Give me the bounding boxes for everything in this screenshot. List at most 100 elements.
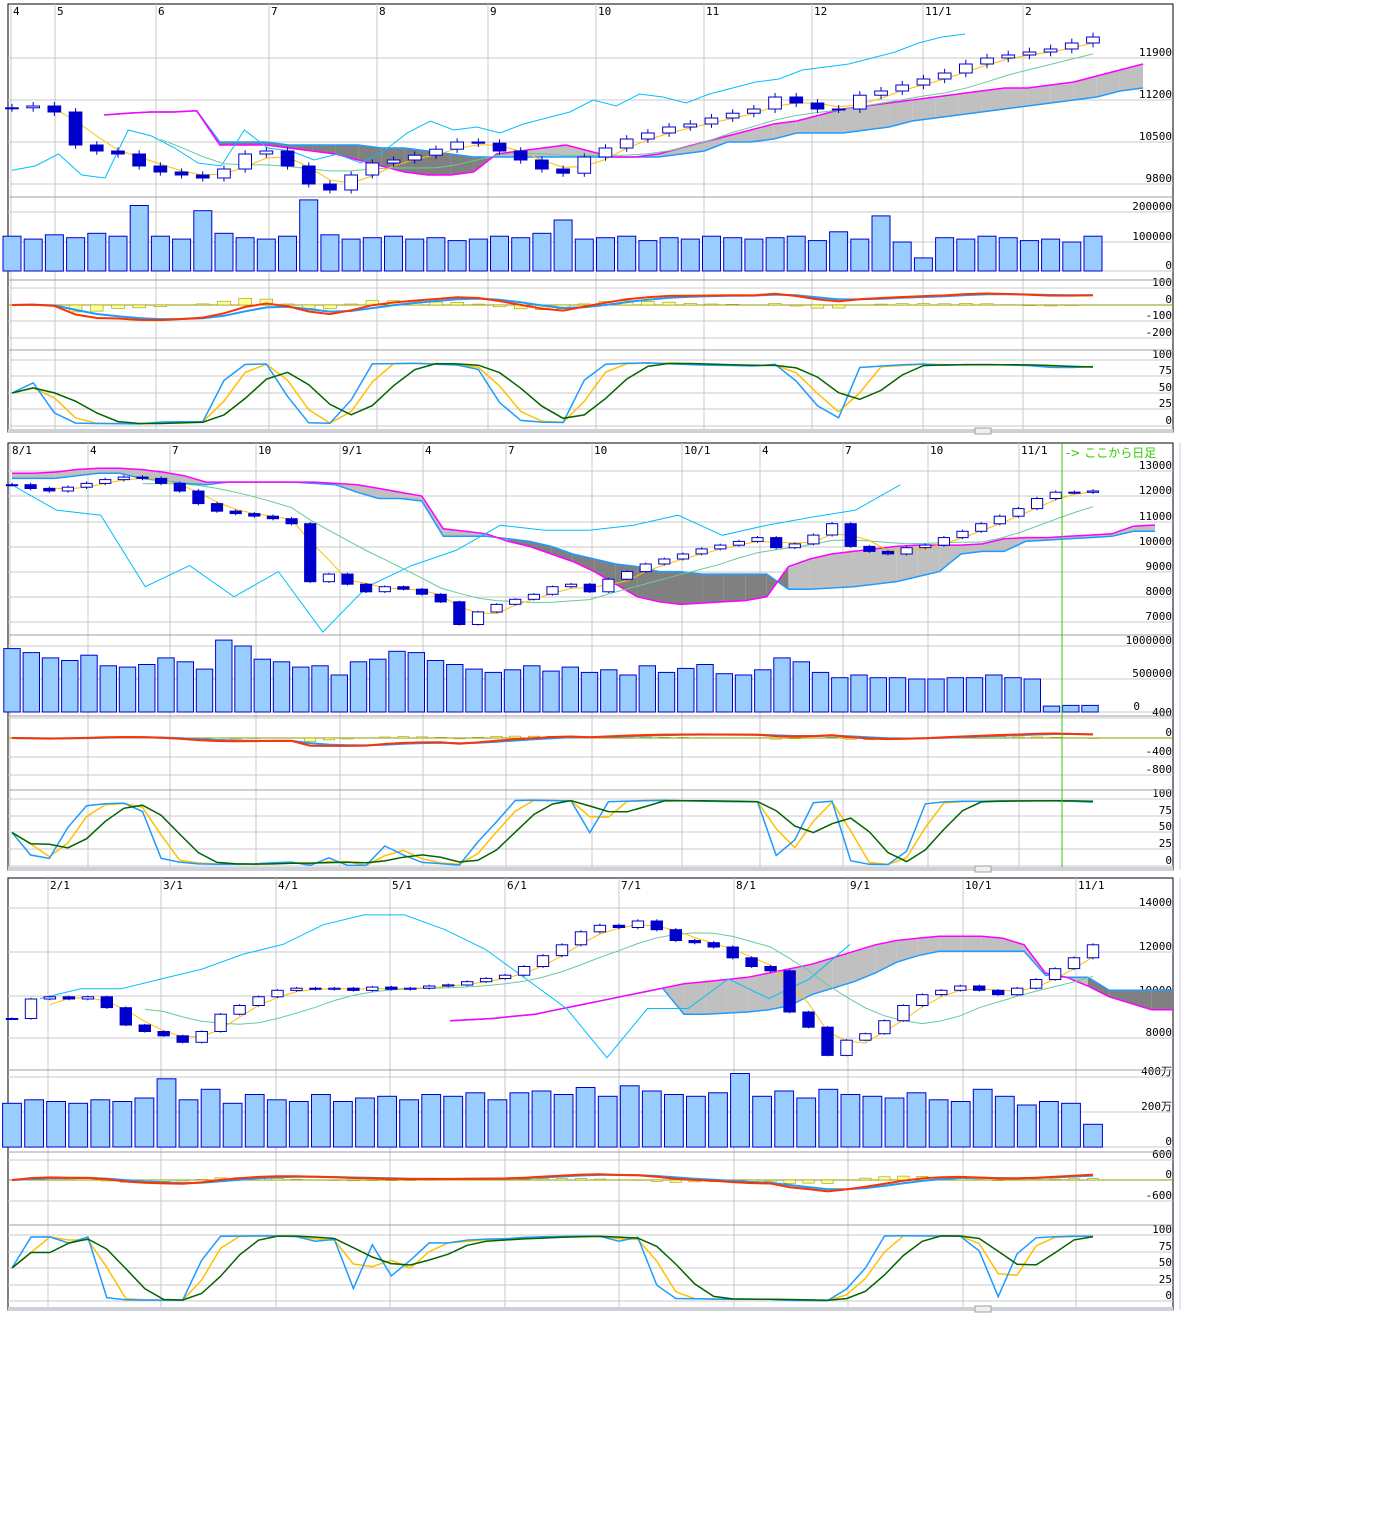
price-tick-label: 12000 — [1139, 484, 1172, 497]
horizontal-scrollbar[interactable] — [8, 867, 1173, 871]
macd-histogram-bar — [509, 735, 522, 739]
candle-body — [415, 588, 429, 595]
macd-line — [11, 732, 1094, 747]
candle-body — [155, 477, 168, 484]
x-axis-label: 10 — [930, 444, 943, 457]
candle-body — [24, 484, 37, 490]
scrollbar-thumb[interactable] — [974, 427, 992, 435]
candle-body — [490, 603, 503, 613]
candle-body — [900, 547, 913, 555]
macd-histogram-bar — [1049, 1178, 1062, 1181]
ichimoku-cloud-segment — [637, 566, 659, 602]
candle-body — [707, 942, 720, 948]
stochastic-k-line — [11, 799, 1094, 867]
ichimoku-cloud-segment — [981, 936, 1003, 952]
stochastic-k-line — [11, 1235, 1094, 1302]
x-axis-label: 4 — [90, 444, 97, 457]
stoch-tick-label: 50 — [1159, 381, 1172, 394]
candle-body — [509, 598, 522, 605]
chart-panel-3: 2/1 3/1 4/1 5/1 6/1 7/1 8/1 9/1 10/1 11/1 14000 120… — [2, 877, 1181, 1313]
volume-bar — [1083, 1123, 1103, 1148]
volume-bar — [468, 238, 488, 272]
x-axis-label: 10/1 — [965, 879, 992, 892]
macd-histogram-bar — [196, 303, 210, 306]
ichimoku-cloud-segment — [832, 951, 854, 989]
volume-bar — [765, 237, 785, 272]
candle-body — [831, 108, 846, 111]
ichimoku-cloud-segment — [683, 981, 706, 1015]
candle-body — [676, 553, 690, 560]
volume-bar — [965, 677, 984, 713]
price-tick-label: 8000 — [1146, 585, 1173, 598]
x-axis-label: 5 — [57, 5, 64, 18]
candle-body — [598, 147, 613, 158]
volume-bar — [600, 669, 618, 713]
candle-body — [937, 72, 952, 80]
candle-body — [280, 150, 295, 167]
ichimoku-cloud-segment — [747, 973, 769, 1012]
macd-histogram-bar — [536, 1178, 549, 1181]
scrollbar-thumb[interactable] — [974, 865, 992, 873]
volume-bar — [523, 665, 541, 713]
candle-body — [897, 1005, 910, 1022]
candle-body — [975, 523, 988, 532]
volume-bar — [272, 661, 291, 713]
volume-bar — [118, 666, 137, 713]
candle-body — [1067, 957, 1081, 970]
moving-average-long-line — [160, 53, 1094, 172]
macd-histogram-bar — [518, 1179, 531, 1181]
volume-bar — [355, 1097, 375, 1148]
macd-histogram-bar — [980, 303, 994, 306]
volume-bar — [266, 1099, 287, 1148]
candle-body — [956, 530, 969, 539]
macd-tick-label: 400 — [1152, 706, 1172, 719]
candle-body — [117, 476, 130, 481]
volume-bar — [256, 238, 276, 272]
candle-body — [26, 105, 40, 109]
candle-body — [725, 112, 740, 119]
candle-body — [1001, 54, 1016, 59]
stochastic-k-line — [11, 362, 1094, 425]
candle-body — [195, 174, 210, 179]
macd-histogram-bar — [669, 1179, 682, 1183]
x-axis-label: 11/1 — [925, 5, 952, 18]
macd-histogram-bar — [783, 1179, 796, 1184]
candle-body — [89, 144, 104, 152]
candle-body — [397, 586, 410, 590]
candle-body — [360, 583, 373, 593]
macd-histogram-bar — [895, 303, 909, 306]
volume-bar — [511, 237, 531, 272]
macd-histogram-bar — [810, 304, 825, 309]
volume-bar — [41, 657, 60, 713]
horizontal-scrollbar[interactable] — [8, 1307, 1173, 1311]
span-b-line — [12, 472, 1155, 590]
scrollbar-thumb[interactable] — [974, 1305, 992, 1313]
volume-bar — [638, 240, 658, 272]
x-axis-label: 9/1 — [850, 879, 870, 892]
ichimoku-cloud-segment — [1004, 88, 1028, 109]
volume-bar — [734, 674, 753, 713]
volume-bar — [1061, 1102, 1081, 1148]
macd-histogram-bar — [434, 737, 447, 739]
volume-bar — [426, 237, 446, 272]
candle-body — [138, 1024, 152, 1032]
volume-bar — [156, 1078, 177, 1148]
stoch-tick-label: 50 — [1159, 820, 1172, 833]
candle-body — [252, 996, 265, 1006]
x-axis-label: 7 — [508, 444, 515, 457]
macd-histogram-bar — [259, 298, 273, 306]
volume-tick-label: 0 — [1133, 700, 1140, 713]
price-tick-label: 7000 — [1146, 610, 1173, 623]
candle-body — [429, 148, 443, 156]
candle-body — [173, 482, 186, 492]
x-axis-label: 10 — [258, 444, 271, 457]
volume-bar — [447, 240, 467, 272]
candle-body — [1031, 498, 1044, 510]
macd-histogram-bar — [195, 1179, 208, 1181]
volume-bar — [235, 237, 255, 272]
volume-bar — [619, 674, 637, 713]
horizontal-scrollbar[interactable] — [8, 429, 1173, 433]
candle-body — [556, 168, 570, 174]
volume-bar — [888, 677, 907, 713]
ichimoku-cloud-segment — [702, 574, 724, 604]
